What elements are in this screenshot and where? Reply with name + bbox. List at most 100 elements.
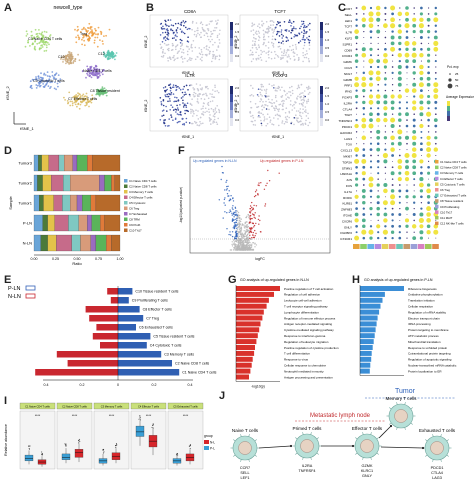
volcano-point xyxy=(251,213,254,215)
feature-point xyxy=(284,121,287,123)
tsne-cell-point xyxy=(77,92,79,94)
volcano-point xyxy=(244,232,246,235)
expression-dot xyxy=(356,113,358,115)
go-term-label: Cellular respiration xyxy=(408,305,433,309)
colorbar-step xyxy=(320,54,323,62)
expression-dot xyxy=(390,23,396,29)
feature-point xyxy=(172,56,175,59)
feature-point xyxy=(179,23,182,26)
panel-g: G GO analysis of up-regulated genes in N… xyxy=(226,272,346,392)
feature-point xyxy=(164,95,167,98)
feature-point xyxy=(279,21,281,24)
expression-dot xyxy=(377,48,380,51)
tsne-cell-point xyxy=(79,31,82,33)
tsne-cell-point xyxy=(100,90,103,93)
volcano-point xyxy=(250,246,253,249)
feature-point xyxy=(191,22,194,24)
expression-dot xyxy=(369,112,373,117)
feature-point xyxy=(180,56,182,59)
feature-point xyxy=(188,59,190,61)
feature-point xyxy=(218,111,221,114)
category-legend-swatch xyxy=(435,193,439,198)
feature-point xyxy=(196,94,199,96)
feature-point xyxy=(257,111,260,114)
volcano-point xyxy=(247,214,249,216)
feature-point xyxy=(162,52,164,54)
feature-point xyxy=(210,33,213,35)
tsne-cell-point xyxy=(51,71,54,73)
panel-f-label: F xyxy=(178,145,185,157)
expression-dot xyxy=(428,42,430,44)
sample-label: Tumor2 xyxy=(18,181,32,186)
tsne-cell-point xyxy=(40,47,42,50)
colorbar-step xyxy=(230,118,233,126)
feature-point xyxy=(273,30,275,32)
panel-d: D Tumor3 Tumor2 Tumor1 P-LN N-LN 0.00 0.25 0.50… xyxy=(0,143,175,268)
tumor-label: Tumor xyxy=(395,388,416,395)
feature-point xyxy=(164,23,167,26)
feature-point xyxy=(262,101,264,103)
expression-dot xyxy=(384,36,387,39)
feature-point xyxy=(303,56,306,59)
feature-point xyxy=(179,28,182,31)
feature-point xyxy=(303,32,305,35)
pln-bar xyxy=(118,324,136,331)
feature-point xyxy=(265,124,267,127)
feature-point xyxy=(279,103,282,106)
color-legend-step xyxy=(447,101,450,106)
volcano-point xyxy=(254,235,256,237)
volcano-point xyxy=(250,228,252,230)
tsne-cell-point xyxy=(84,28,87,30)
expression-dot xyxy=(419,12,423,16)
expression-dot xyxy=(404,177,410,182)
stacked-bar-segment xyxy=(95,194,121,212)
expression-dot xyxy=(370,219,372,221)
volcano-point xyxy=(238,246,240,249)
feature-point xyxy=(307,93,310,95)
colorbar-tick: 1.5 xyxy=(325,94,330,98)
feature-point xyxy=(199,53,202,56)
tsne-cell-point xyxy=(101,40,104,43)
feature-point xyxy=(212,110,215,113)
feature-point xyxy=(272,24,274,26)
feature-point xyxy=(165,105,167,108)
volcano-point xyxy=(249,221,252,223)
expression-dot xyxy=(427,13,430,15)
feature-point xyxy=(288,97,290,99)
feature-point xyxy=(192,87,194,89)
expression-dot xyxy=(405,195,409,199)
feature-point xyxy=(214,29,216,32)
significance-label: **** xyxy=(72,414,78,418)
panel-i: I Relative abundance C1 Naive CD4 T cells… xyxy=(0,393,215,479)
feature-point xyxy=(279,48,282,50)
feature-point xyxy=(283,122,286,125)
feature-point xyxy=(272,21,275,24)
feature-point xyxy=(298,41,300,44)
volcano-point xyxy=(235,230,237,232)
feature-point xyxy=(184,103,186,105)
volcano-point xyxy=(238,219,241,222)
expression-dot xyxy=(390,94,395,99)
expression-dot xyxy=(398,195,401,198)
tsne-cell-point xyxy=(52,78,55,80)
expression-dot xyxy=(413,65,416,69)
tsne-cell-point xyxy=(29,45,31,47)
expression-dot xyxy=(354,29,359,34)
feature-point xyxy=(293,55,295,58)
volcano-point xyxy=(244,239,247,242)
feature-point xyxy=(270,24,272,27)
expression-dot xyxy=(420,166,423,169)
feature-point xyxy=(249,94,251,97)
feature-point xyxy=(271,29,273,31)
colorbar-tick: 0.0 xyxy=(325,118,330,122)
panel-b-label: B xyxy=(146,2,154,14)
feature-point xyxy=(202,28,204,31)
expression-dot xyxy=(384,196,386,198)
cluster-color-strip xyxy=(374,244,382,249)
cluster-label: Naive CD8 T cells xyxy=(83,69,112,73)
feature-point xyxy=(282,102,285,105)
volcano-point xyxy=(278,172,280,174)
feature-point xyxy=(162,109,165,111)
pln-bar xyxy=(118,315,144,322)
expression-dot xyxy=(392,160,394,162)
